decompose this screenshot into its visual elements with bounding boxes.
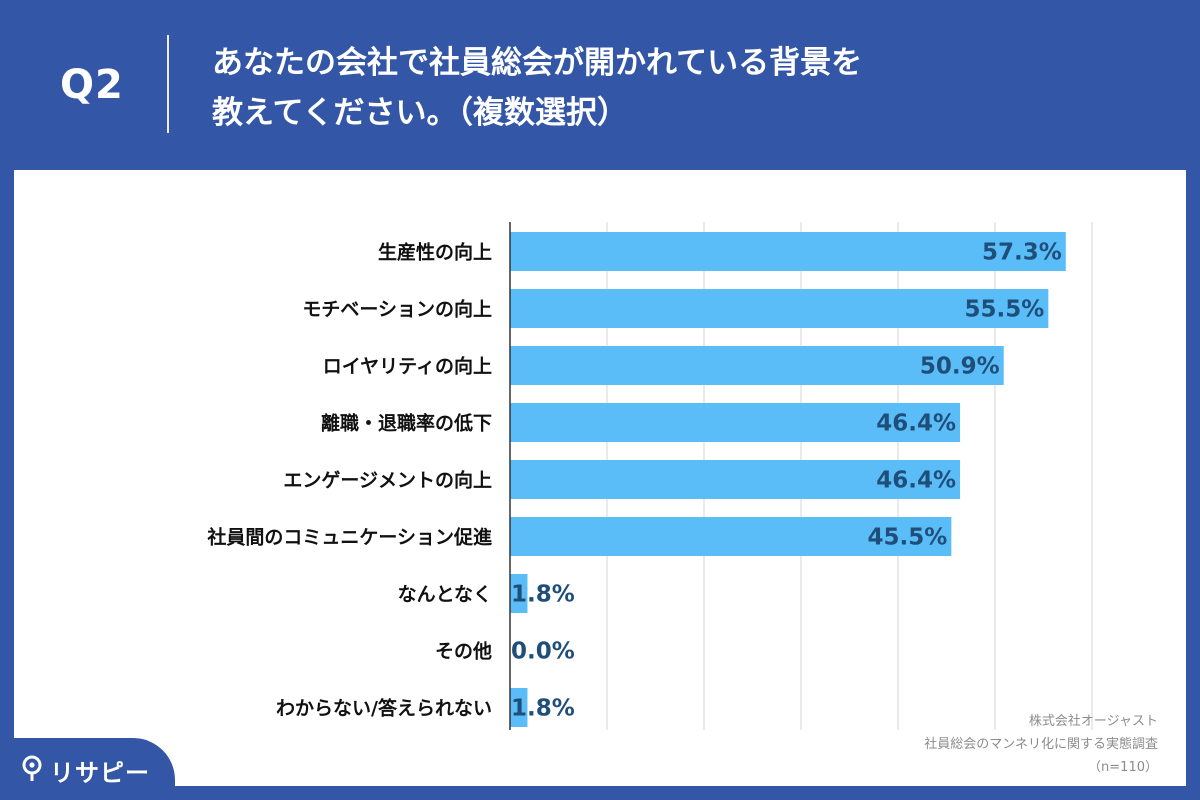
bar <box>510 346 1004 385</box>
bar <box>510 403 961 442</box>
bar <box>510 688 528 727</box>
value-label: 46.4% <box>876 411 956 437</box>
category-label: 社員間のコミュニケーション促進 <box>206 526 492 549</box>
question-title-line-1: あなたの会社で社員総会が開かれている背景を <box>212 45 863 81</box>
value-label: 45.5% <box>868 525 948 551</box>
category-label: 離職・退職率の低下 <box>321 412 492 435</box>
value-label: 1.8% <box>511 696 575 722</box>
category-label: 生産性の向上 <box>378 241 492 264</box>
bar <box>510 232 1066 271</box>
value-label: 0.0% <box>511 639 575 665</box>
value-label: 50.9% <box>920 354 1000 380</box>
question-title: あなたの会社で社員総会が開かれている背景を 教えてください。（複数選択） <box>212 38 1172 138</box>
chart-panel: 生産性の向上 57.3% モチベーションの向上 55.5% ロイヤリティの向上 50.9%… <box>14 170 1186 786</box>
source-sample-size: （n=110） <box>1088 760 1158 775</box>
bar <box>510 574 528 613</box>
category-label: ロイヤリティの向上 <box>323 355 492 378</box>
question-number: Q2 <box>60 62 124 108</box>
header-divider <box>167 35 169 133</box>
pin-icon <box>22 755 42 781</box>
logo-text: リサピー <box>50 759 150 787</box>
category-label: わからない/答えられない <box>276 697 492 720</box>
category-label: その他 <box>435 640 492 663</box>
source-survey: 社員総会のマンネリ化に関する実態調査 <box>924 737 1158 752</box>
bar <box>510 460 961 499</box>
category-label: モチベーションの向上 <box>302 298 492 321</box>
value-label: 1.8% <box>511 582 575 608</box>
source-note: 株式会社オージャスト 社員総会のマンネリ化に関する実態調査 （n=110） <box>924 710 1158 779</box>
category-label: なんとなく <box>398 584 492 606</box>
bar <box>510 517 952 556</box>
bar <box>510 289 1049 328</box>
bar-chart: 生産性の向上 57.3% モチベーションの向上 55.5% ロイヤリティの向上 50.9%… <box>206 222 1093 730</box>
value-label: 57.3% <box>982 240 1062 266</box>
source-company: 株式会社オージャスト <box>1028 714 1158 729</box>
question-title-line-2: 教えてください。（複数選択） <box>212 95 629 131</box>
value-label: 46.4% <box>876 468 956 494</box>
category-label: エンゲージメントの向上 <box>283 469 492 492</box>
logo-tab: リサピー <box>0 738 175 800</box>
header: Q2 あなたの会社で社員総会が開かれている背景を 教えてください。（複数選択） <box>0 0 1200 170</box>
value-label: 55.5% <box>965 297 1045 323</box>
